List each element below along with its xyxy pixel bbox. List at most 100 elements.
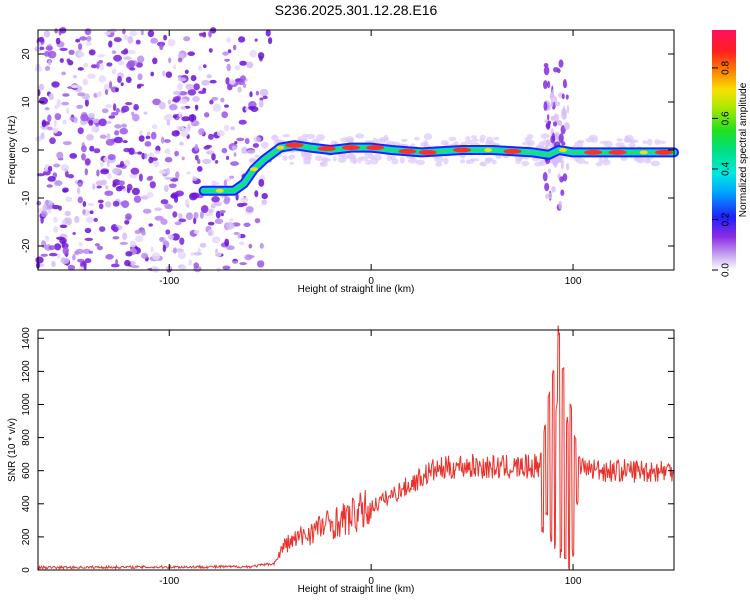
noise-speck	[215, 210, 221, 219]
noise-speck	[443, 157, 449, 165]
noise-speck	[168, 234, 175, 240]
noise-speck	[206, 150, 215, 155]
noise-speck	[162, 70, 166, 77]
noise-speck	[47, 176, 56, 182]
noise-speck	[43, 51, 51, 57]
noise-speck	[78, 43, 83, 51]
snr-y-ticks: 0 200 400 600 800 1000 1200 1400	[21, 327, 674, 573]
noise-speck	[561, 93, 565, 100]
noise-speck	[107, 154, 116, 161]
noise-speck	[595, 161, 603, 167]
noise-speck	[51, 260, 56, 268]
snr-x-ticks: -100 0 100	[159, 330, 582, 587]
noise-speck	[233, 44, 237, 51]
noise-speck	[633, 156, 639, 162]
noise-speck	[249, 91, 253, 98]
noise-speck	[184, 69, 189, 75]
noise-speck	[259, 243, 264, 249]
noise-speck	[238, 36, 246, 43]
noise-speck	[590, 136, 599, 143]
noise-speck	[383, 134, 389, 142]
noise-speck	[471, 138, 479, 142]
noise-speck	[401, 138, 408, 142]
snr-x-tick-label: 0	[368, 576, 374, 587]
snr-plot-area	[38, 330, 674, 570]
snr-y-tick-label: 800	[21, 429, 32, 446]
noise-speck	[64, 210, 71, 216]
noise-speck	[61, 220, 65, 225]
noise-speck	[48, 93, 54, 101]
noise-speck	[177, 251, 186, 260]
noise-speck	[211, 236, 221, 244]
noise-speck	[44, 65, 51, 71]
noise-speck	[47, 165, 53, 172]
noise-speck	[42, 204, 48, 212]
noise-speck	[105, 185, 109, 190]
noise-speck	[84, 258, 92, 264]
noise-speck	[149, 181, 156, 189]
noise-speck	[111, 68, 117, 75]
noise-speck	[485, 140, 496, 144]
snr-x-axis-label: Height of straight line (km)	[298, 584, 415, 595]
noise-speck	[90, 64, 98, 69]
noise-speck	[183, 36, 191, 42]
noise-speck	[303, 161, 312, 165]
noise-speck	[175, 171, 180, 179]
noise-speck	[193, 252, 202, 256]
noise-speck	[56, 98, 62, 107]
noise-speck	[100, 169, 110, 175]
noise-speck	[163, 139, 171, 143]
noise-speck	[95, 180, 104, 186]
colorbar-tick-label: 0.0	[720, 263, 731, 277]
noise-speck	[72, 254, 76, 261]
noise-speck	[98, 203, 104, 210]
noise-speck	[79, 36, 88, 41]
noise-speck	[562, 79, 567, 89]
noise-speck	[256, 260, 265, 268]
ridge-warm-spot	[559, 148, 567, 152]
noise-speck	[195, 105, 199, 111]
noise-speck	[129, 67, 136, 71]
noise-speck	[554, 101, 561, 107]
noise-speck	[96, 91, 103, 97]
noise-speck	[222, 51, 229, 56]
noise-speck	[74, 215, 80, 224]
ridge-hot-spot	[453, 147, 471, 153]
noise-speck	[166, 114, 173, 118]
noise-speck	[230, 161, 239, 167]
noise-speck	[243, 222, 251, 227]
noise-speck	[41, 119, 47, 128]
noise-speck	[636, 156, 646, 164]
noise-speck	[180, 264, 186, 271]
noise-speck	[141, 229, 146, 236]
noise-speck	[202, 31, 207, 38]
noise-speck	[345, 136, 355, 144]
ridge-warm-spot	[215, 188, 224, 193]
noise-speck	[43, 170, 51, 176]
noise-speck	[219, 210, 226, 214]
ridge-hot-spot	[608, 149, 627, 155]
noise-speck	[407, 158, 418, 164]
noise-speck	[143, 111, 148, 115]
noise-speck	[552, 121, 558, 127]
noise-speck	[193, 217, 197, 225]
noise-speck	[169, 104, 178, 111]
noise-speck	[222, 265, 231, 270]
noise-speck	[186, 204, 190, 208]
ridge-hot-spot	[503, 148, 522, 154]
noise-speck	[86, 134, 94, 141]
noise-speck	[208, 208, 214, 214]
noise-speck	[45, 45, 53, 51]
noise-speck	[252, 143, 259, 148]
noise-speck	[399, 156, 405, 164]
noise-speck	[88, 112, 95, 119]
noise-speck	[543, 101, 548, 111]
noise-speck	[224, 238, 230, 247]
noise-speck	[73, 116, 78, 124]
noise-speck	[160, 199, 169, 205]
noise-speck	[77, 51, 85, 58]
noise-speck	[137, 55, 145, 63]
noise-speck	[553, 96, 557, 103]
noise-speck	[179, 141, 184, 146]
noise-speck	[246, 149, 256, 155]
